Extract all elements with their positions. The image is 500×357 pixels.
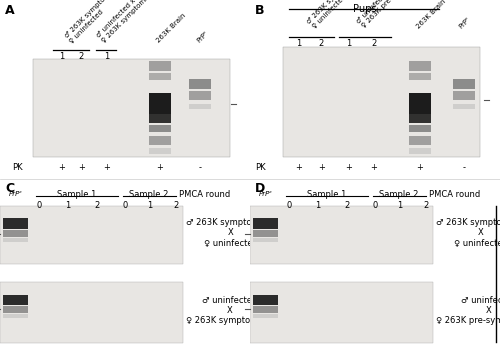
Text: -: - (462, 163, 465, 172)
Bar (149, 93, 171, 114)
Text: A: A (5, 4, 15, 16)
Text: 2: 2 (78, 52, 84, 61)
Text: 1: 1 (296, 39, 302, 48)
Bar (2, 218, 28, 230)
Text: 263K Brain: 263K Brain (156, 12, 187, 44)
Text: 2: 2 (345, 201, 350, 210)
Text: 1: 1 (65, 201, 70, 210)
Bar (149, 61, 171, 71)
Text: PrPᶜ: PrPᶜ (458, 16, 472, 29)
Text: ♂ 263K symptomatic
X
♀ uninfected: ♂ 263K symptomatic X ♀ uninfected (436, 218, 500, 248)
Text: 1: 1 (148, 201, 152, 210)
Bar (409, 148, 431, 154)
Text: +: + (370, 163, 377, 172)
Text: PrPᶜ: PrPᶜ (259, 191, 273, 197)
Bar (149, 136, 171, 145)
Bar (452, 104, 475, 109)
Bar (189, 79, 211, 89)
Text: ♂ uninfected
X
♀ 263K symptomatic: ♂ uninfected X ♀ 263K symptomatic (186, 296, 274, 326)
Bar (2, 306, 28, 313)
Text: 1: 1 (398, 201, 402, 210)
Text: PK: PK (12, 163, 23, 172)
Text: 2: 2 (174, 201, 179, 210)
Bar (452, 79, 475, 89)
Text: B: B (255, 4, 264, 16)
Text: 0: 0 (36, 201, 42, 210)
Bar (189, 104, 211, 109)
Text: PMCA round: PMCA round (430, 190, 480, 199)
Text: 0: 0 (122, 201, 128, 210)
Text: 2: 2 (424, 201, 429, 210)
Bar (252, 230, 278, 237)
Bar (149, 125, 171, 132)
Bar (409, 93, 431, 114)
Bar (149, 73, 171, 80)
Bar (2, 230, 28, 237)
Text: 1: 1 (315, 201, 320, 210)
Text: Sample 2: Sample 2 (129, 190, 168, 199)
Text: -: - (198, 163, 202, 172)
Bar (452, 91, 475, 100)
Text: 2: 2 (95, 201, 100, 210)
Bar (409, 125, 431, 132)
Text: PK: PK (255, 163, 266, 172)
Bar (0, 206, 182, 264)
Text: +: + (103, 163, 110, 172)
Text: +: + (156, 163, 164, 172)
Text: +: + (318, 163, 324, 172)
Text: D: D (255, 182, 265, 195)
Bar (149, 148, 171, 154)
Text: Sample 1: Sample 1 (56, 190, 96, 199)
Bar (32, 59, 230, 157)
Bar (409, 61, 431, 71)
Text: Pups: Pups (353, 4, 377, 15)
Bar (409, 73, 431, 80)
Text: PrPᶜ: PrPᶜ (196, 30, 209, 44)
Bar (252, 306, 278, 313)
Bar (250, 206, 432, 264)
Bar (252, 314, 278, 318)
Text: ♂ uninfected x
♀ 263K pre-sympt.: ♂ uninfected x ♀ 263K pre-sympt. (356, 0, 411, 29)
Bar (189, 91, 211, 100)
Text: +: + (416, 163, 424, 172)
Text: 1: 1 (58, 52, 64, 61)
Bar (252, 238, 278, 242)
Text: PrPᶜ: PrPᶜ (9, 191, 23, 197)
Text: +: + (346, 163, 352, 172)
Text: 263K Brain: 263K Brain (416, 0, 447, 29)
Text: 0: 0 (286, 201, 292, 210)
Bar (2, 314, 28, 318)
Bar (149, 114, 171, 123)
Text: C: C (5, 182, 14, 195)
Text: ♂ 263K symptomatic
X
♀ uninfected: ♂ 263K symptomatic X ♀ uninfected (186, 218, 275, 248)
Text: ♂ uninfected
X
♀ 263K pre-symptomatic: ♂ uninfected X ♀ 263K pre-symptomatic (436, 296, 500, 326)
Text: PMCA round: PMCA round (180, 190, 230, 199)
Text: ♂ 263K symptomatic x
♀ uninfected: ♂ 263K symptomatic x ♀ uninfected (306, 0, 372, 29)
Bar (2, 295, 28, 305)
Text: 1: 1 (104, 52, 109, 61)
Text: 2: 2 (318, 39, 324, 48)
Bar (250, 282, 432, 343)
Bar (252, 295, 278, 305)
Bar (282, 47, 480, 157)
Text: 1: 1 (346, 39, 352, 48)
Bar (0, 282, 182, 343)
Bar (409, 136, 431, 145)
Text: +: + (296, 163, 302, 172)
Bar (409, 114, 431, 123)
Text: ♂ 263K symptomatic x
♀ uninfected: ♂ 263K symptomatic x ♀ uninfected (63, 0, 130, 44)
Text: 2: 2 (371, 39, 376, 48)
Text: ♂ uninfected x
♀ 263K symptomatic: ♂ uninfected x ♀ 263K symptomatic (96, 0, 156, 44)
Bar (252, 218, 278, 230)
Text: 0: 0 (372, 201, 378, 210)
Bar (2, 238, 28, 242)
Text: +: + (78, 163, 84, 172)
Text: +: + (58, 163, 64, 172)
Text: Sample 1: Sample 1 (306, 190, 346, 199)
Text: Sample 2: Sample 2 (379, 190, 418, 199)
